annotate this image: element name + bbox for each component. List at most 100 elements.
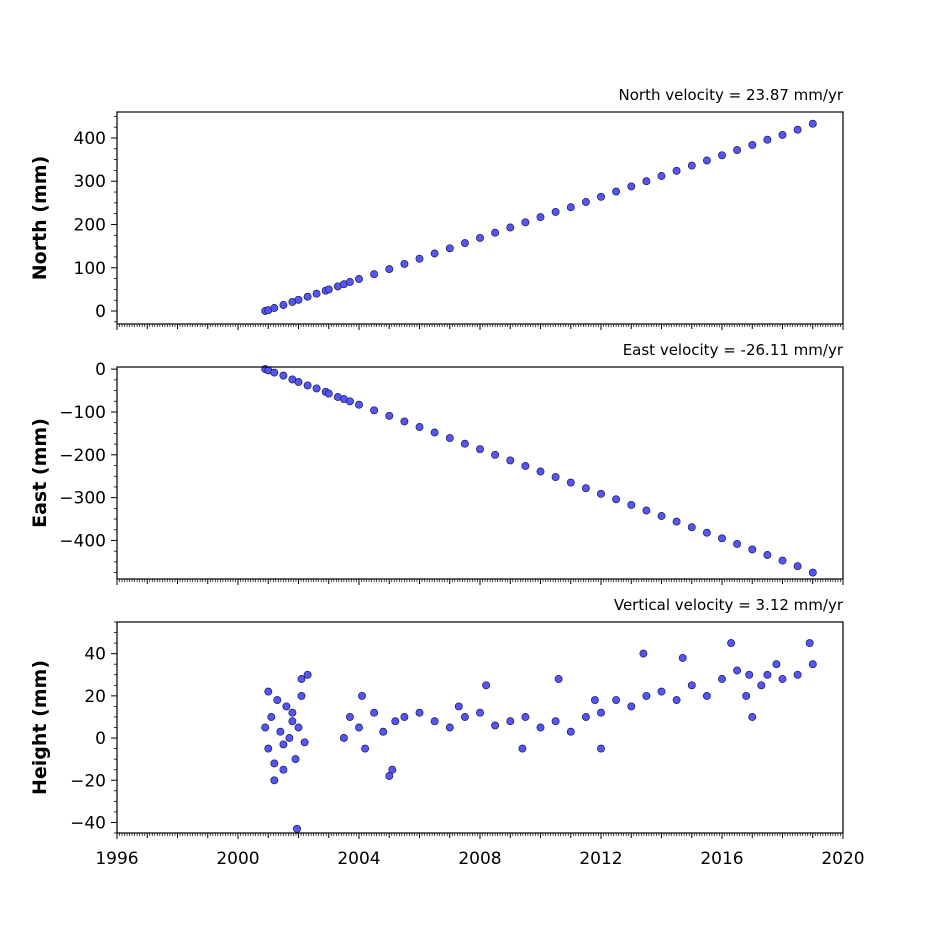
height-point — [772, 660, 781, 669]
height-point — [293, 824, 301, 833]
height-point — [566, 727, 575, 736]
north-y-tick-label: 400 — [74, 129, 106, 149]
north-data-points — [261, 119, 817, 315]
north-point — [702, 156, 711, 165]
height-point — [391, 717, 400, 726]
east-point — [627, 500, 636, 509]
north-point — [430, 249, 439, 258]
height-point — [590, 696, 599, 705]
north-point — [808, 119, 817, 128]
north-point — [355, 275, 363, 283]
height-point — [581, 713, 590, 721]
east-y-axis-label: East (mm) — [29, 418, 51, 528]
north-point — [279, 301, 288, 309]
height-point — [261, 723, 270, 732]
north-point — [748, 140, 757, 149]
north-point — [303, 292, 312, 301]
height-x-tick-label: 2000 — [216, 849, 259, 869]
height-point — [270, 776, 279, 785]
north-point — [642, 177, 651, 186]
height-point — [778, 675, 787, 683]
north-point — [324, 285, 333, 294]
height-point — [506, 717, 515, 726]
north-y-tick-label: 0 — [95, 302, 106, 322]
height-point — [518, 744, 527, 753]
east-point — [778, 556, 787, 565]
east-axes-frame — [116, 366, 844, 580]
height-point — [627, 702, 636, 711]
north-point — [566, 203, 575, 212]
east-point — [370, 406, 379, 415]
height-point — [273, 696, 282, 705]
north-y-tick-label: 300 — [74, 172, 106, 192]
north-point — [581, 198, 590, 206]
height-point — [355, 723, 363, 732]
height-point — [476, 708, 484, 717]
north-panel: North velocity = 23.87 mm/yr North (mm) 0 1… — [29, 86, 844, 330]
height-point — [445, 723, 454, 732]
height-point — [639, 649, 648, 658]
height-point — [270, 759, 279, 768]
north-y-axis-label: North (mm) — [29, 156, 51, 281]
east-point — [597, 489, 605, 498]
east-point — [612, 495, 621, 504]
east-point — [657, 512, 666, 520]
north-point — [672, 166, 681, 175]
height-point — [454, 702, 463, 711]
north-point — [385, 265, 394, 274]
height-point — [294, 723, 303, 732]
height-point — [430, 717, 439, 726]
height-point — [805, 639, 814, 648]
height-point — [554, 675, 563, 683]
height-x-tick-label: 1996 — [95, 849, 138, 869]
east-point — [808, 568, 817, 577]
east-velocity-title: East velocity = -26.11 mm/yr — [623, 341, 844, 359]
north-point — [733, 146, 742, 155]
north-y-tick-label: 200 — [74, 215, 106, 235]
height-point — [763, 670, 772, 679]
height-point — [551, 717, 560, 726]
east-point — [748, 545, 757, 554]
height-y-tick-label: 40 — [84, 645, 106, 665]
east-point — [763, 551, 772, 559]
east-point — [551, 473, 560, 482]
north-point — [551, 207, 560, 216]
height-y-tick-label: −20 — [70, 771, 106, 791]
north-velocity-title: North velocity = 23.87 mm/yr — [619, 86, 844, 104]
height-point — [415, 708, 424, 717]
height-point — [297, 675, 306, 683]
north-point — [687, 161, 696, 170]
height-point — [339, 734, 348, 742]
north-point — [445, 244, 454, 253]
east-point — [324, 389, 333, 398]
height-x-tick-label: 2008 — [458, 849, 501, 869]
height-velocity-title: Vertical velocity = 3.12 mm/yr — [614, 596, 844, 614]
height-point — [285, 734, 294, 742]
height-x-tick-label: 2020 — [821, 849, 864, 869]
north-point — [370, 270, 379, 279]
height-point — [642, 691, 651, 700]
east-point — [355, 400, 363, 409]
east-point — [430, 428, 439, 437]
east-point — [476, 445, 484, 454]
height-point — [388, 765, 397, 774]
height-point — [460, 713, 469, 721]
east-point — [581, 484, 590, 493]
height-panel: Vertical velocity = 3.12 mm/yr Height (mm… — [29, 596, 865, 869]
east-point — [270, 368, 279, 377]
east-point — [445, 434, 454, 443]
height-point — [687, 681, 696, 690]
north-point — [778, 130, 787, 139]
east-point — [345, 397, 354, 406]
height-point — [288, 717, 297, 726]
height-point — [657, 687, 666, 696]
height-point — [672, 696, 681, 705]
height-point — [745, 670, 754, 679]
height-point — [597, 708, 605, 717]
height-point — [400, 713, 409, 721]
height-point — [702, 691, 711, 700]
east-point — [566, 478, 575, 487]
east-y-tick-label: −100 — [59, 403, 106, 423]
height-axes-frame — [116, 621, 844, 834]
east-point — [793, 562, 802, 571]
